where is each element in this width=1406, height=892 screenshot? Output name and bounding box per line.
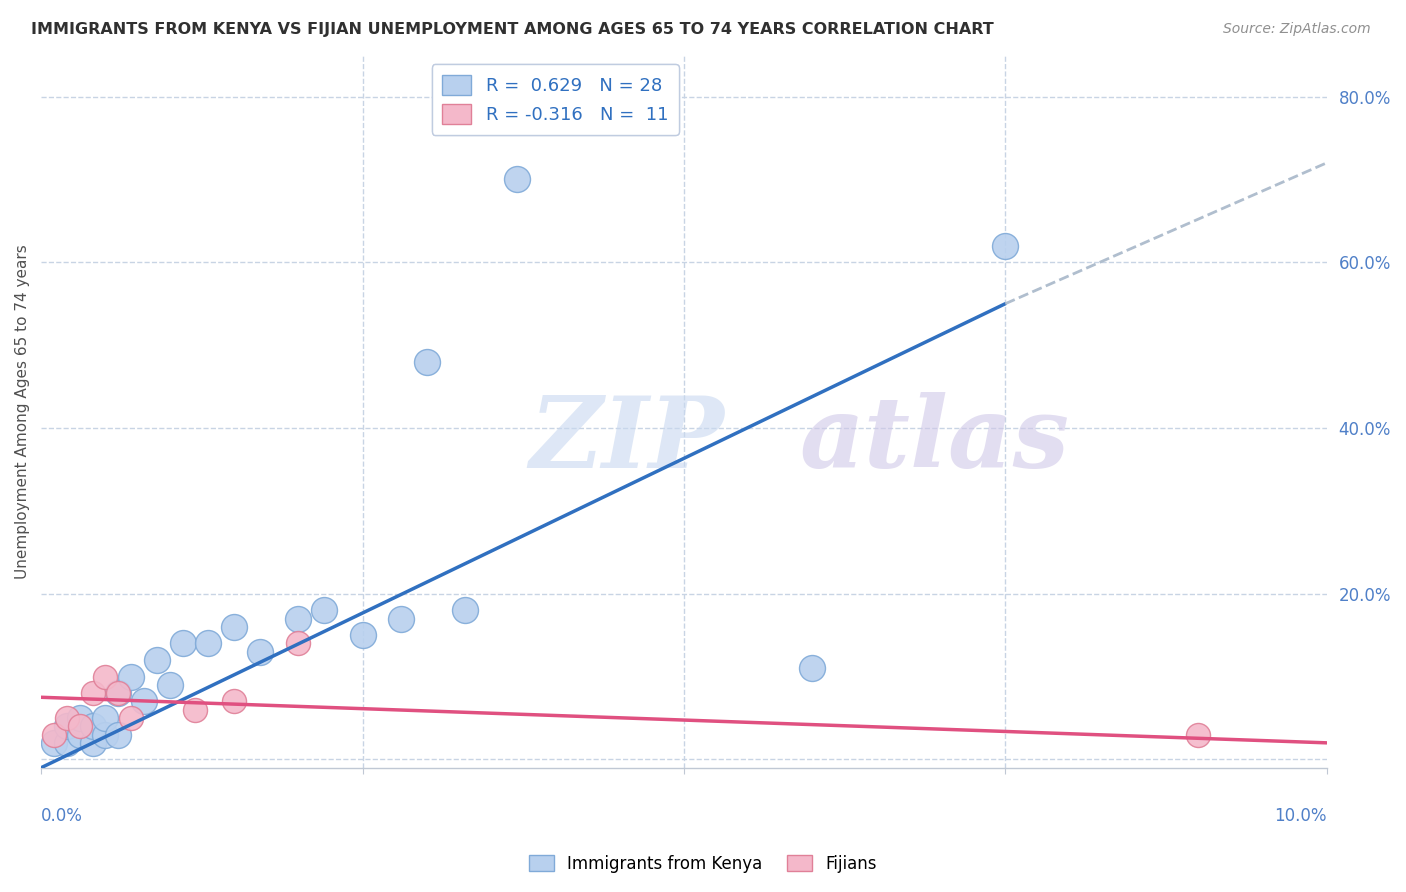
Point	[56, 719, 79, 733]
Point	[416, 355, 439, 369]
Legend: R =  0.629   N = 28, R = -0.316   N =  11: R = 0.629 N = 28, R = -0.316 N = 11	[432, 64, 679, 135]
Point	[159, 678, 181, 692]
Point	[389, 611, 412, 625]
Point	[287, 611, 309, 625]
Point	[82, 719, 104, 733]
Text: atlas: atlas	[800, 392, 1070, 488]
Point	[94, 669, 117, 683]
Point	[120, 711, 142, 725]
Point	[994, 238, 1017, 252]
Text: Source: ZipAtlas.com: Source: ZipAtlas.com	[1223, 22, 1371, 37]
Point	[42, 727, 65, 741]
Text: 0.0%: 0.0%	[41, 807, 83, 825]
Point	[120, 669, 142, 683]
Point	[287, 636, 309, 650]
Point	[312, 603, 335, 617]
Point	[56, 736, 79, 750]
Point	[69, 727, 91, 741]
Point	[506, 172, 529, 186]
Point	[454, 603, 477, 617]
Point	[222, 694, 245, 708]
Point	[801, 661, 824, 675]
Text: ZIP: ZIP	[530, 392, 724, 488]
Point	[197, 636, 219, 650]
Point	[56, 711, 79, 725]
Point	[352, 628, 374, 642]
Point	[249, 645, 271, 659]
Point	[184, 703, 207, 717]
Text: 10.0%: 10.0%	[1274, 807, 1327, 825]
Point	[172, 636, 194, 650]
Point	[82, 686, 104, 700]
Point	[69, 719, 91, 733]
Text: IMMIGRANTS FROM KENYA VS FIJIAN UNEMPLOYMENT AMONG AGES 65 TO 74 YEARS CORRELATI: IMMIGRANTS FROM KENYA VS FIJIAN UNEMPLOY…	[31, 22, 994, 37]
Point	[107, 727, 129, 741]
Point	[107, 686, 129, 700]
Point	[1187, 727, 1209, 741]
Y-axis label: Unemployment Among Ages 65 to 74 years: Unemployment Among Ages 65 to 74 years	[15, 244, 30, 579]
Point	[82, 736, 104, 750]
Point	[132, 694, 155, 708]
Point	[94, 711, 117, 725]
Point	[222, 620, 245, 634]
Point	[69, 711, 91, 725]
Legend: Immigrants from Kenya, Fijians: Immigrants from Kenya, Fijians	[522, 848, 884, 880]
Point	[146, 653, 169, 667]
Point	[94, 727, 117, 741]
Point	[107, 686, 129, 700]
Point	[42, 736, 65, 750]
